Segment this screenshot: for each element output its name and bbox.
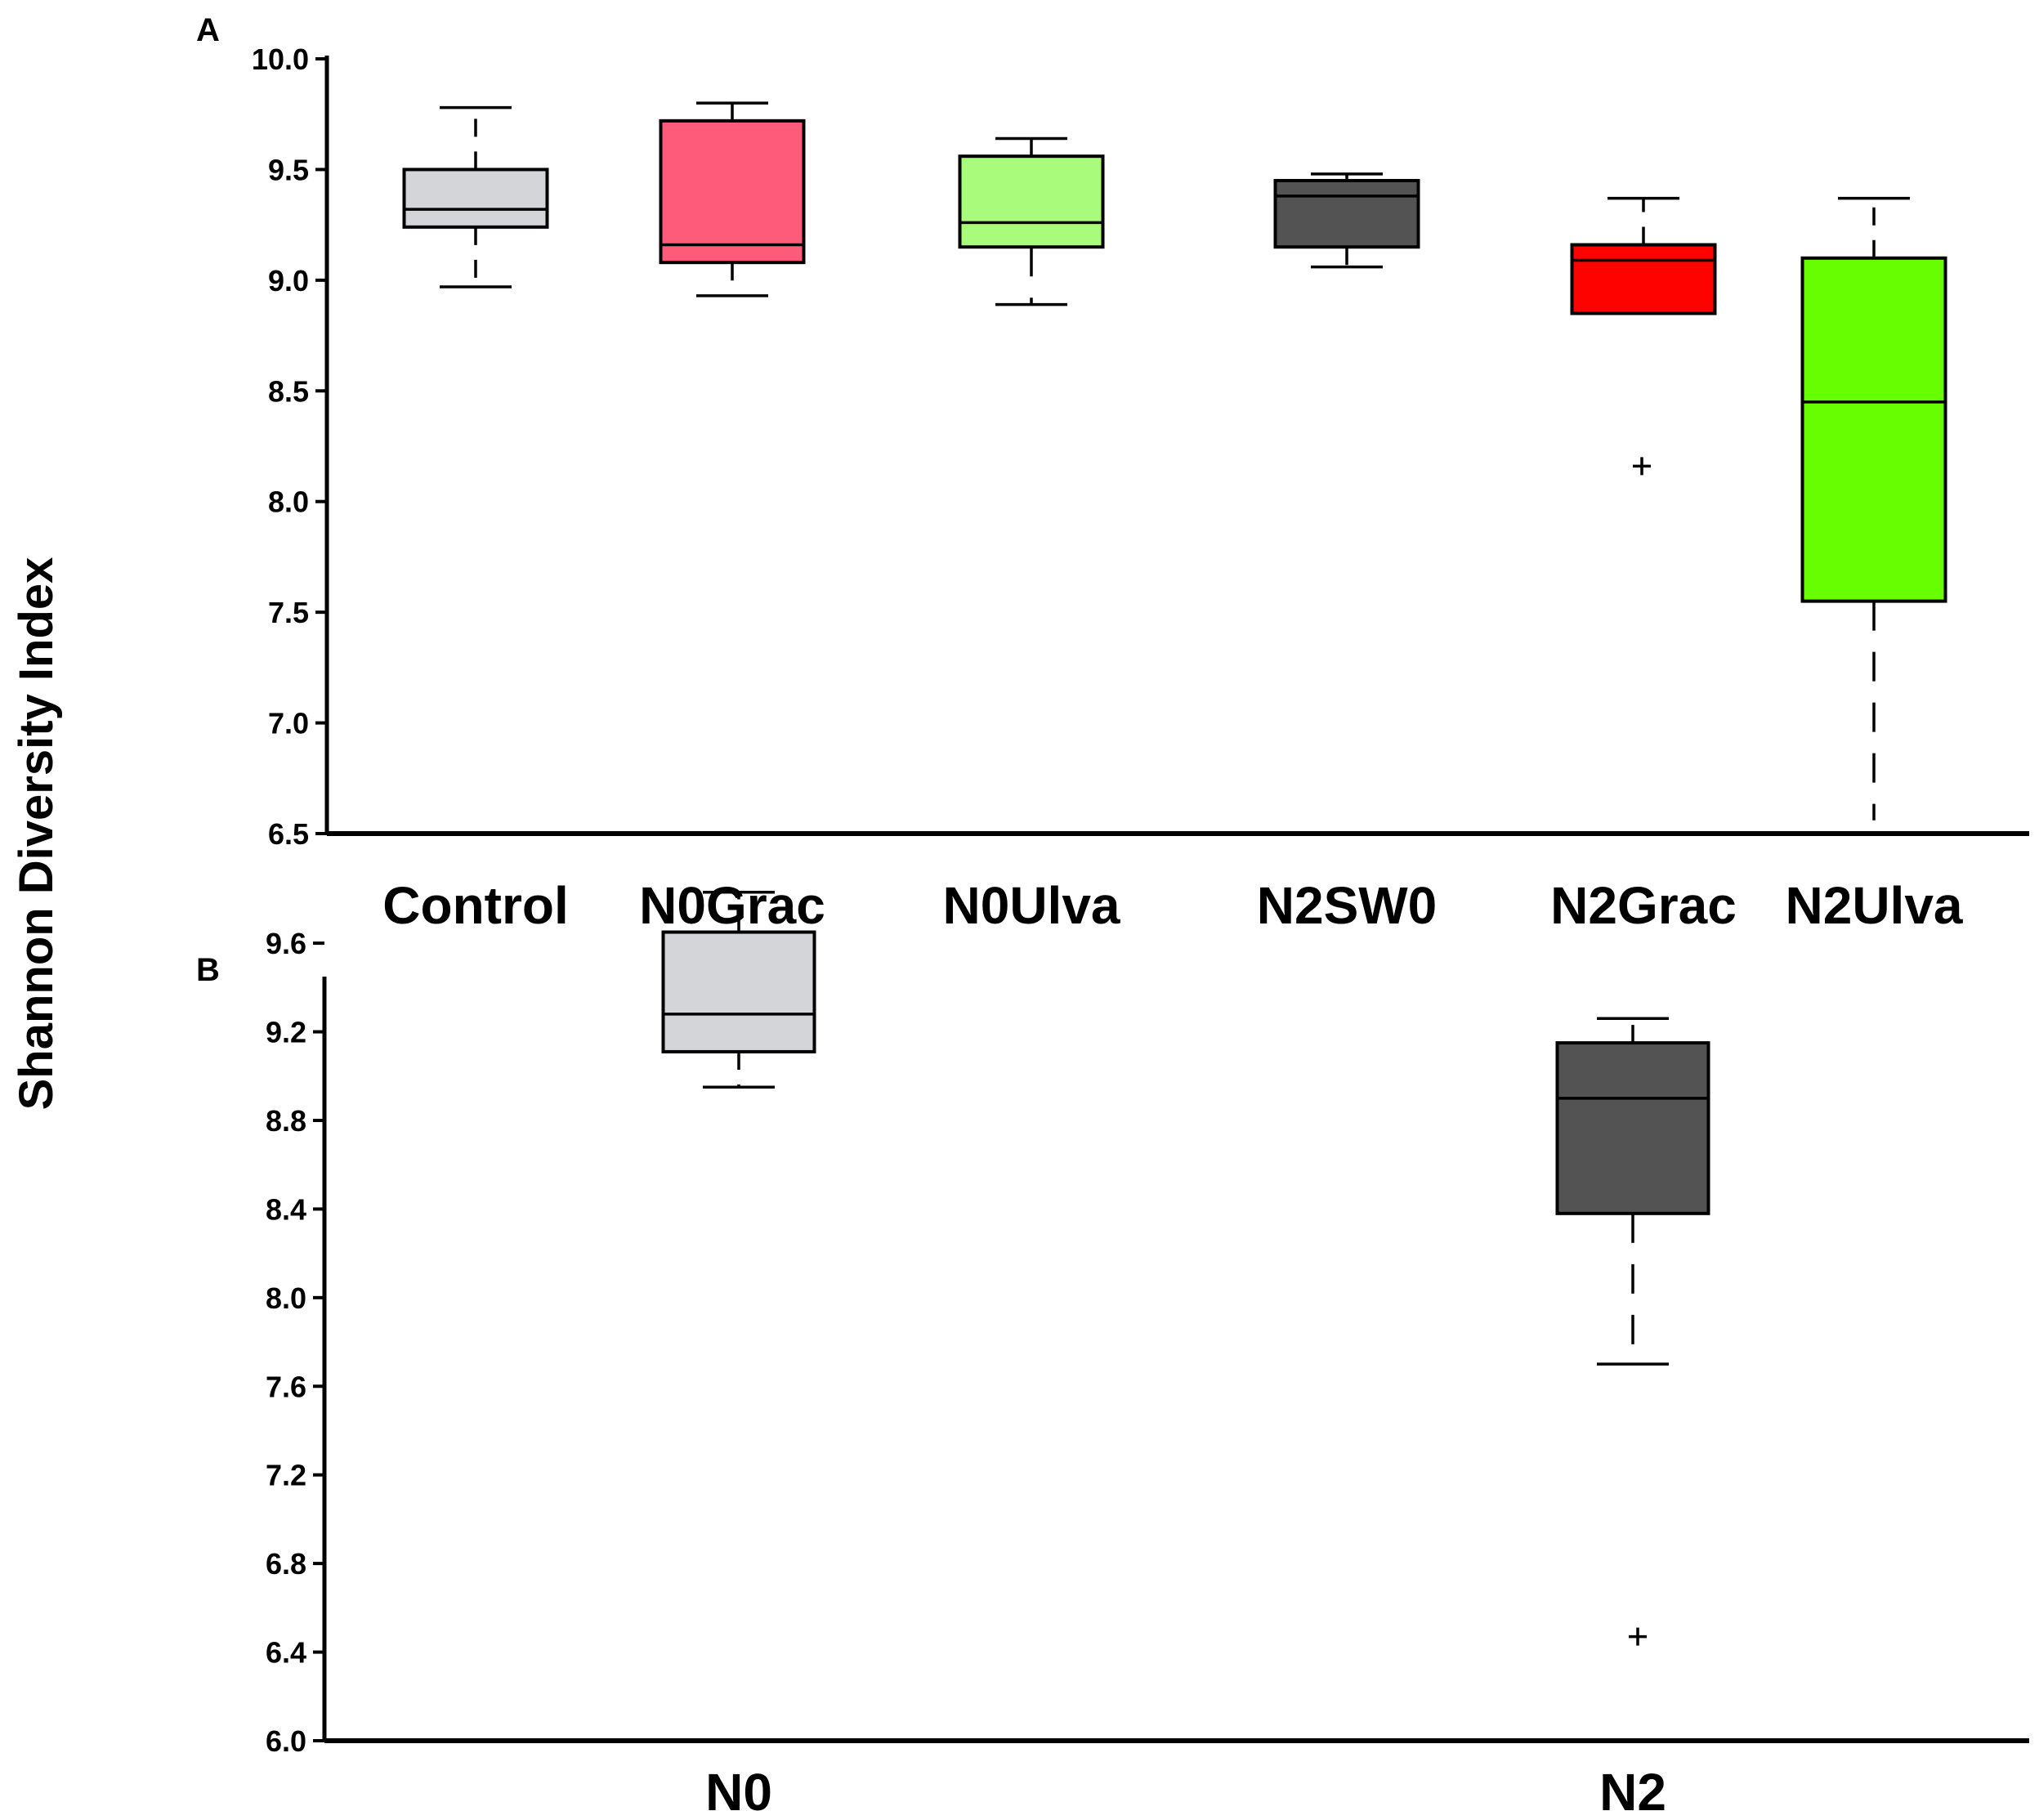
y-tick-label: 6.4 (266, 1636, 306, 1670)
panel-a-plot: 6.5 7.0 7.5 8.0 8.5 9.0 9.5 10.0 Control N0Grac N0… (252, 42, 2029, 935)
box-N2 (1555, 1041, 1710, 1215)
y-tick-label: 10.0 (252, 42, 309, 76)
y-tick-label: 6.0 (266, 1724, 306, 1758)
category-label-N2: N2 (1599, 1763, 1666, 1820)
y-tick-label: 7.5 (268, 596, 309, 629)
box-N2SW0 (1273, 178, 1420, 249)
box-N0Grac (659, 119, 806, 265)
y-tick-label: 7.6 (266, 1370, 306, 1403)
y-tick-label: 8.5 (268, 374, 309, 408)
category-label-N2Grac: N2Grac (1550, 876, 1737, 935)
panel-label-b: B (196, 952, 220, 988)
y-tick-label: 8.4 (266, 1192, 306, 1226)
y-tick-label: 7.0 (268, 707, 309, 740)
category-label-N0Grac: N0Grac (639, 876, 825, 935)
y-tick-label: 9.6 (266, 927, 306, 960)
y-tick-label: 8.0 (268, 485, 309, 519)
category-label-N0Ulva: N0Ulva (943, 876, 1120, 935)
y-tick-label: 7.2 (266, 1459, 306, 1492)
category-label-Control: Control (382, 876, 569, 935)
panel-b-plot: 6.0 6.4 6.8 7.2 7.6 8.0 8.4 8.8 9.2 9.6 N0 N2 (266, 891, 2029, 1820)
box-Control (402, 168, 549, 229)
y-tick-label: 6.5 (268, 817, 309, 851)
category-label-N0: N0 (705, 1763, 772, 1820)
box-N0 (661, 930, 816, 1053)
y-tick-label: 6.8 (266, 1547, 306, 1581)
y-tick-label: 8.0 (266, 1281, 306, 1315)
y-axis-title: Shannon Diversity Index (10, 557, 63, 1111)
category-label-N2SW0: N2SW0 (1257, 876, 1438, 935)
panel-label-a: A (196, 12, 220, 48)
box-N0Ulva (958, 154, 1105, 249)
category-label-N2Ulva: N2Ulva (1786, 876, 1963, 935)
box-N2Ulva (1800, 256, 1947, 603)
box-N2Grac (1570, 243, 1717, 315)
y-tick-label: 8.8 (266, 1104, 306, 1138)
y-tick-label: 9.0 (268, 264, 309, 297)
y-tick-label: 9.2 (266, 1016, 306, 1049)
y-tick-label: 9.5 (268, 153, 309, 186)
